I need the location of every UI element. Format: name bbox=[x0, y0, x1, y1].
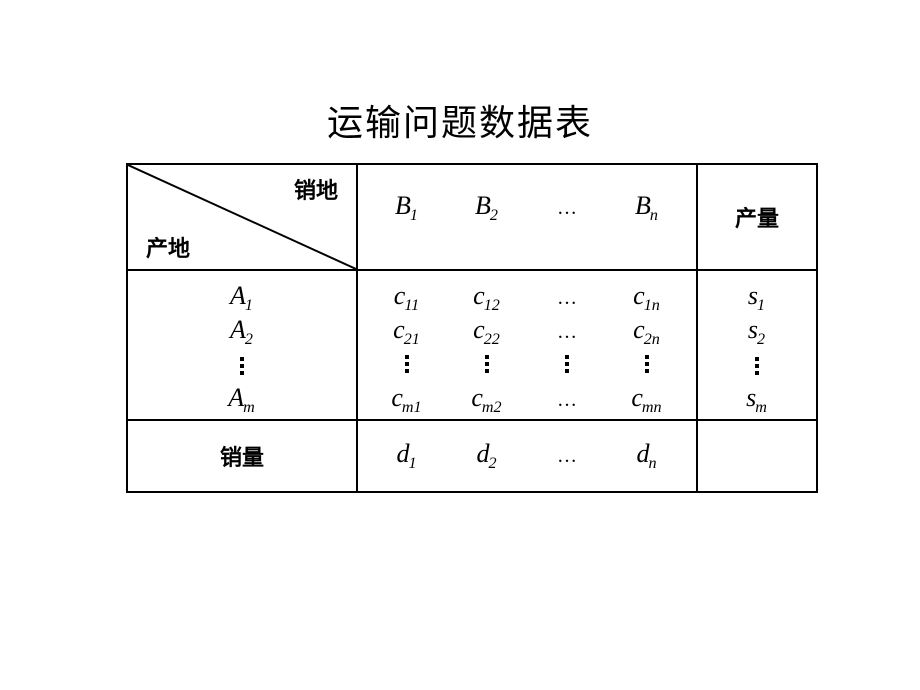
diag-header-cell: 销地 产地 bbox=[127, 164, 357, 270]
math-var: A2 bbox=[230, 315, 254, 349]
math-var: s2 bbox=[748, 315, 766, 349]
vdots bbox=[240, 349, 244, 383]
vdots bbox=[755, 349, 759, 383]
math-var: cmn bbox=[619, 383, 675, 417]
vdots bbox=[619, 352, 675, 381]
demand-cell: d1 d2 … dn bbox=[357, 420, 697, 492]
supply-cell: s1s2 sm bbox=[697, 270, 817, 420]
hdots: … bbox=[539, 389, 595, 412]
math-var: s1 bbox=[748, 281, 766, 315]
cost-grid-cell: c11 c12 … c1n c21 c22 … c2n cm1 cm2 … cmn bbox=[357, 270, 697, 420]
sales-label-cell: 销量 bbox=[127, 420, 357, 492]
math-var: d1 bbox=[379, 439, 435, 473]
dest-cols-cell: B1 B2 … Bn bbox=[357, 164, 697, 270]
source-header-label: 产地 bbox=[146, 231, 190, 263]
math-var: c22 bbox=[459, 315, 515, 349]
vdots bbox=[539, 352, 595, 381]
cost-row: c21 c22 … c2n bbox=[379, 315, 675, 349]
dest-header-label: 销地 bbox=[294, 173, 338, 205]
sales-label: 销量 bbox=[220, 445, 264, 470]
math-var: A1 bbox=[230, 281, 254, 315]
yield-label: 产量 bbox=[735, 206, 779, 231]
cost-row: cm1 cm2 … cmn bbox=[379, 383, 675, 417]
math-var: d2 bbox=[459, 439, 515, 473]
cost-row bbox=[379, 349, 675, 383]
math-var: dn bbox=[619, 439, 675, 473]
math-var: c1n bbox=[619, 281, 675, 315]
body-row: A1A2 Am c11 c12 … c1n c21 c22 … c2n cm1 cm2 … cmn s1… bbox=[127, 270, 817, 420]
source-rows-cell: A1A2 Am bbox=[127, 270, 357, 420]
cost-row: c11 c12 … c1n bbox=[379, 281, 675, 315]
hdots: … bbox=[539, 287, 595, 310]
math-var: sm bbox=[746, 383, 768, 417]
math-var: cm1 bbox=[379, 383, 435, 417]
footer-row: 销量 d1 d2 … dn bbox=[127, 420, 817, 492]
math-var: c2n bbox=[619, 315, 675, 349]
header-row: 销地 产地 B1 B2 … Bn 产量 bbox=[127, 164, 817, 270]
math-var: B2 bbox=[459, 191, 515, 225]
math-var: Bn bbox=[619, 191, 675, 225]
empty-corner-cell bbox=[697, 420, 817, 492]
math-var: c21 bbox=[379, 315, 435, 349]
vdots bbox=[379, 352, 435, 381]
math-var: c11 bbox=[379, 281, 435, 315]
title: 运输问题数据表 bbox=[0, 94, 920, 146]
math-var: c12 bbox=[459, 281, 515, 315]
hdots: … bbox=[539, 321, 595, 344]
transport-table: 销地 产地 B1 B2 … Bn 产量 A1A2 Am c11 c12 … c1n c21 c22… bbox=[126, 163, 818, 493]
math-var: Am bbox=[228, 383, 256, 417]
math-var: B1 bbox=[379, 191, 435, 225]
hdots: … bbox=[539, 445, 595, 468]
hdots: … bbox=[539, 197, 595, 220]
math-var: cm2 bbox=[459, 383, 515, 417]
yield-header-cell: 产量 bbox=[697, 164, 817, 270]
vdots bbox=[459, 352, 515, 381]
page: 运输问题数据表 销地 产地 B1B2…Bn 产量 A1A2Am c11c12…c… bbox=[0, 0, 920, 690]
